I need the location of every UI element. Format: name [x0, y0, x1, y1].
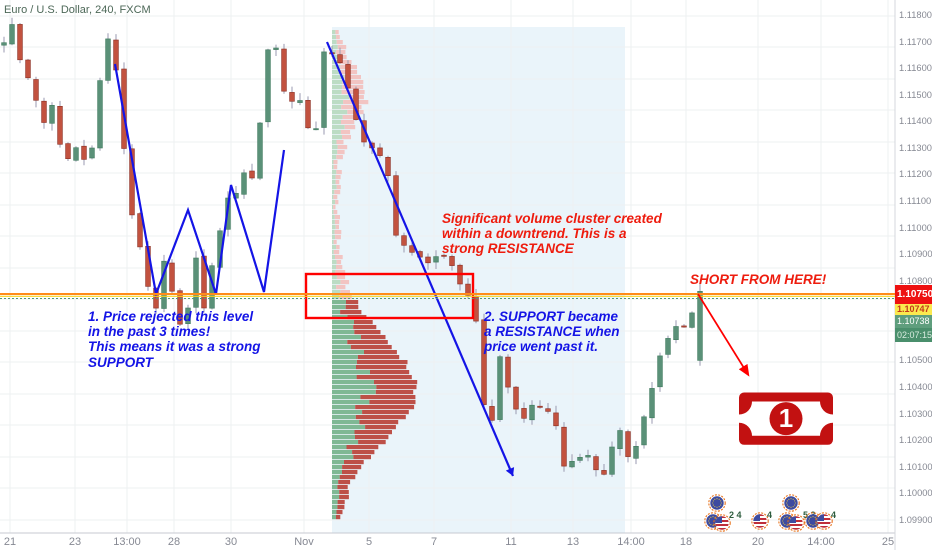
- svg-text:4: 4: [831, 510, 836, 520]
- svg-text:2 4: 2 4: [729, 510, 742, 520]
- svg-text:4: 4: [767, 510, 772, 520]
